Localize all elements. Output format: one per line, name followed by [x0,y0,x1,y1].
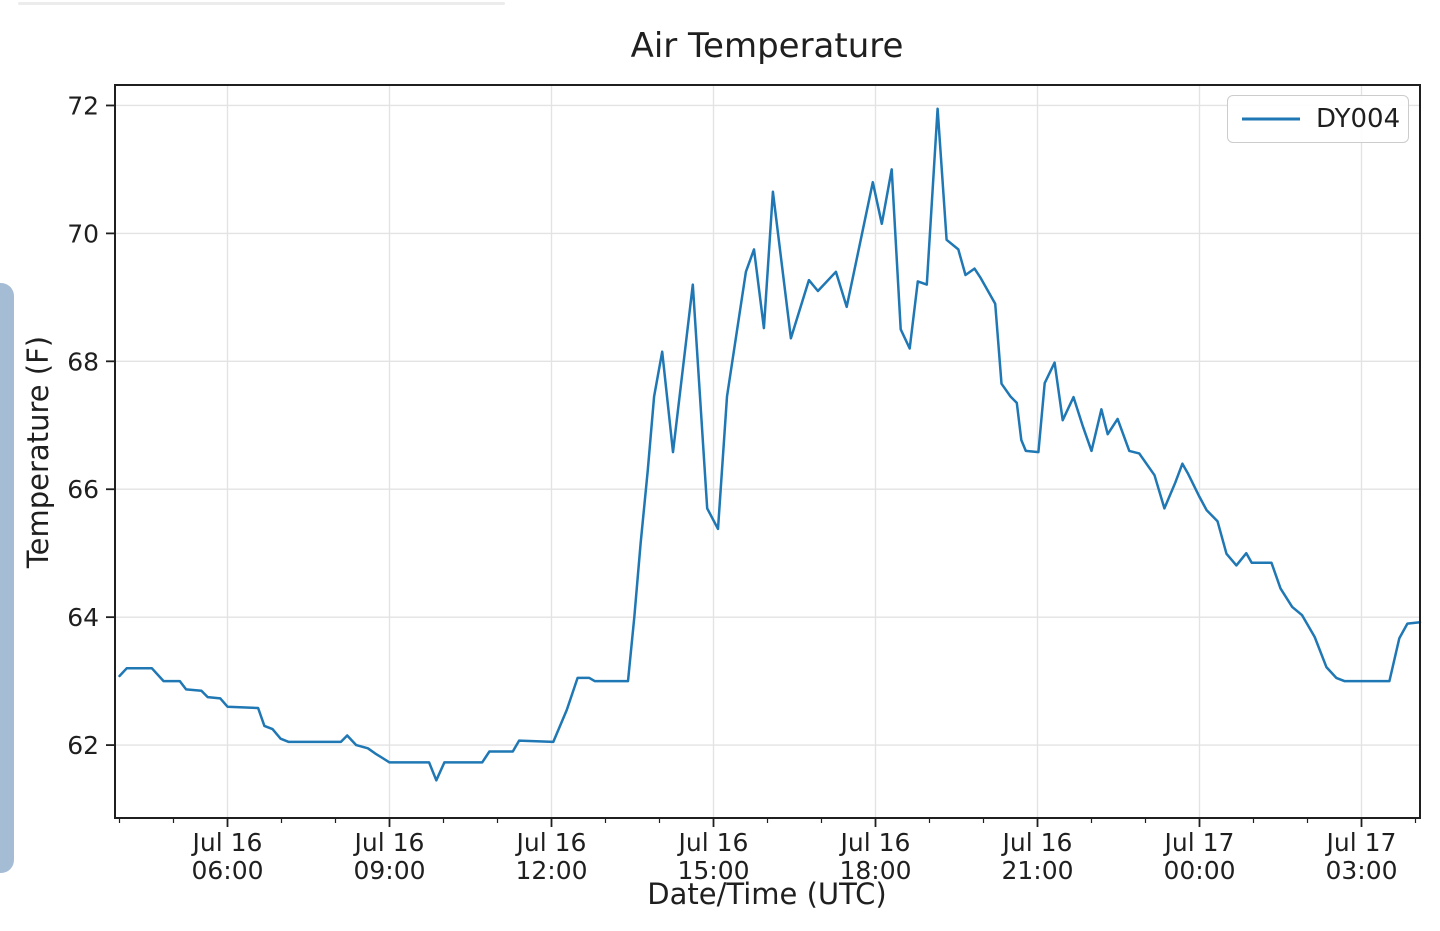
temperature-line [118,107,1422,782]
y-tick-label: 72 [67,91,99,120]
left-edge-card [0,283,14,873]
y-tick-label: 70 [67,219,99,248]
grid [115,85,1420,818]
legend-line-sample [1242,117,1300,121]
x-tick-label: Jul 16 21:00 [1001,828,1074,885]
y-axis-ticks: 62 64 66 68 70 72 [67,91,115,760]
y-tick-label: 68 [67,347,99,376]
top-divider [18,2,505,5]
legend-label: DY004 [1316,104,1401,134]
chart-title: Air Temperature [630,26,904,66]
y-tick-label: 64 [67,603,99,632]
y-tick-label: 62 [67,731,99,760]
x-tick-label: Jul 16 15:00 [677,828,750,885]
x-tick-label: Jul 17 03:00 [1325,828,1398,885]
x-tick-label: Jul 16 12:00 [515,828,588,885]
x-axis-label: Date/Time (UTC) [647,877,887,911]
legend: DY004 [1227,95,1409,143]
y-tick-label: 66 [67,475,99,504]
x-tick-label: Jul 16 06:00 [191,828,264,885]
plot-spines [114,84,1421,819]
x-tick-label: Jul 16 18:00 [839,828,912,885]
x-axis-ticks: Jul 16 06:00 Jul 16 09:00 Jul 16 12:00 Jul 16 1… [191,818,1398,885]
x-tick-label: Jul 17 00:00 [1163,828,1236,885]
x-tick-label: Jul 16 09:00 [353,828,426,885]
